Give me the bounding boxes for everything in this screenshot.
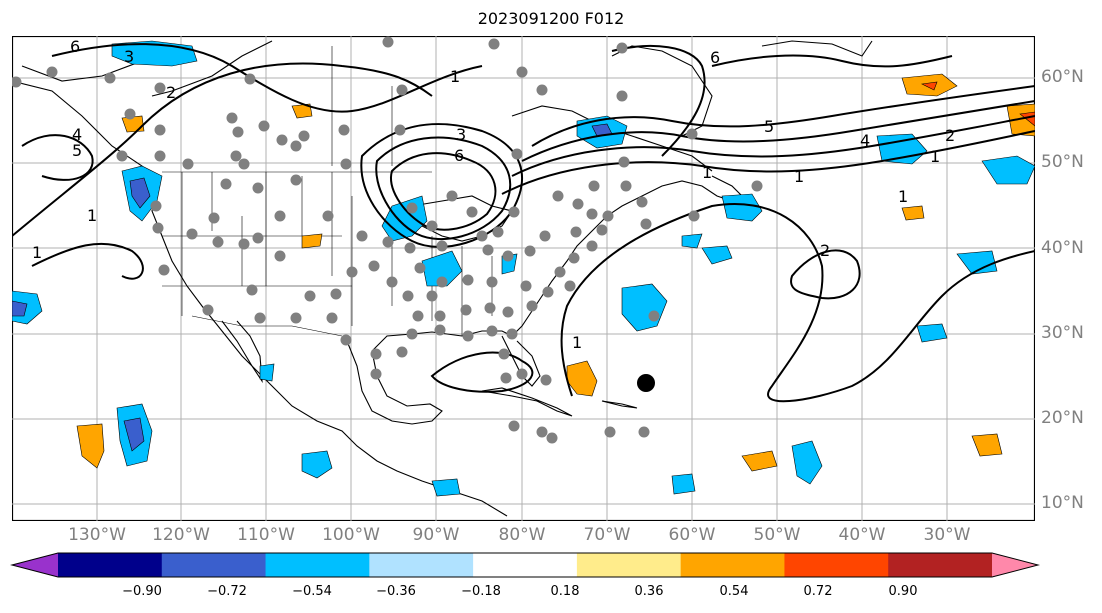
- lat-label-40n: 40°N: [1041, 238, 1084, 258]
- contour-label: 1: [898, 187, 908, 206]
- lat-label-20n: 20°N: [1041, 408, 1084, 428]
- colorbar-segment: [888, 553, 993, 577]
- contour-label: 4: [860, 131, 870, 150]
- lon-label-40w: 40°W: [838, 525, 886, 545]
- contour-label: 1: [572, 333, 582, 352]
- contour-label: 1: [702, 163, 712, 182]
- colorbar-outline: [10, 552, 1040, 578]
- colorbar-segment: [265, 553, 370, 577]
- colorbar-tick: −0.72: [207, 584, 247, 599]
- colorbar-segment: [161, 553, 267, 577]
- lon-label-130w: 130°W: [68, 525, 126, 545]
- borders: [162, 46, 493, 337]
- contour-label: 2: [166, 83, 176, 102]
- colorbar-tick: −0.90: [122, 584, 162, 599]
- contour-label: 3: [124, 47, 134, 66]
- contour-label: 2: [945, 126, 955, 145]
- contour-label: 2: [820, 241, 830, 260]
- contour-label: 6: [70, 37, 80, 56]
- contour-label: 1: [794, 167, 804, 186]
- colorbar-segments: [12, 553, 1038, 577]
- lat-label-10n: 10°N: [1041, 493, 1084, 513]
- lat-label-60n: 60°N: [1041, 67, 1084, 87]
- lon-label-70w: 70°W: [583, 525, 631, 545]
- colorbar-tick: 0.72: [803, 584, 833, 599]
- lon-label-120w: 120°W: [152, 525, 210, 545]
- contour-label: 5: [764, 117, 774, 136]
- colorbar-segment: [369, 553, 474, 577]
- contour-label: 3: [456, 125, 466, 144]
- contour-label: 1: [87, 206, 97, 225]
- contour-lines: [12, 43, 1035, 403]
- colorbar-segment: [992, 553, 1038, 577]
- contour-label: 1: [930, 147, 940, 166]
- lon-label-110w: 110°W: [237, 525, 295, 545]
- colorbar-tick: −0.54: [292, 584, 332, 599]
- colorbar-segment: [12, 553, 58, 577]
- lon-label-60w: 60°W: [668, 525, 716, 545]
- colorbar: [10, 552, 1040, 578]
- contour-labels: 6 3 2 1 4 5 1 3 6 1 4 5 2 1 1 1 1 6 2 1: [32, 37, 955, 352]
- colorbar-tick: −0.18: [461, 584, 501, 599]
- colorbar-tick: 0.18: [550, 584, 580, 599]
- colorbar-segment: [576, 553, 682, 577]
- contour-label: 6: [454, 146, 464, 165]
- station-markers: [12, 36, 763, 444]
- lon-label-30w: 30°W: [923, 525, 971, 545]
- map-panel: 6 3 2 1 4 5 1 3 6 1 4 5 2 1 1 1 1 6 2 1: [12, 36, 1035, 521]
- lat-label-30n: 30°N: [1041, 323, 1084, 343]
- contour-label: 5: [72, 141, 82, 160]
- colorbar-tick: −0.36: [376, 584, 416, 599]
- lon-label-90w: 90°W: [412, 525, 460, 545]
- colorbar-segment: [473, 553, 578, 577]
- colorbar-segment: [680, 553, 785, 577]
- lon-label-50w: 50°W: [753, 525, 801, 545]
- colorbar-tick: 0.90: [888, 584, 918, 599]
- contour-label: 6: [710, 48, 720, 67]
- negative-anomaly-regions: [12, 40, 1035, 497]
- lat-label-50n: 50°N: [1041, 152, 1084, 172]
- colorbar-tick: 0.54: [719, 584, 749, 599]
- contour-label: 1: [32, 243, 42, 262]
- positive-anomaly-regions: [76, 73, 1035, 472]
- colorbar-tick: 0.36: [634, 584, 664, 599]
- contour-label: 1: [450, 67, 460, 86]
- colorbar-segment: [784, 553, 889, 577]
- contour-label: 4: [72, 125, 82, 144]
- lon-label-80w: 80°W: [498, 525, 546, 545]
- center-marker: [637, 374, 655, 392]
- map-title: 2023091200 F012: [477, 9, 625, 28]
- colorbar-segment: [58, 553, 163, 577]
- lon-label-100w: 100°W: [322, 525, 380, 545]
